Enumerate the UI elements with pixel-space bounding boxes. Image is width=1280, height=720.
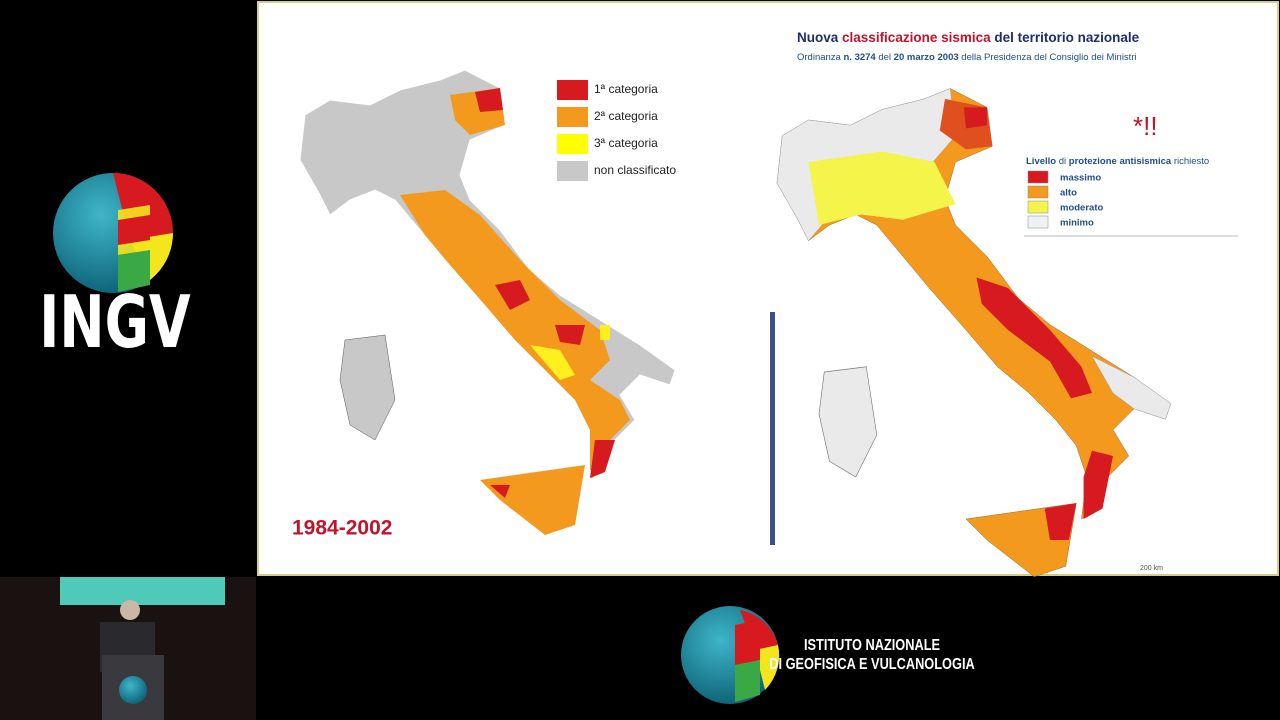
footer-line1: ISTITUTO NAZIONALE (804, 637, 940, 655)
logo-text: INGV (39, 281, 190, 365)
scale-label: 200 km (1140, 565, 1163, 572)
swatch (1027, 215, 1049, 229)
legend-title-part: di (1059, 156, 1066, 167)
legend-title-part: richiesto (1174, 156, 1209, 167)
annotation: *!! (1133, 111, 1158, 141)
legend-label: 3ª categoria (594, 136, 658, 150)
swatch (557, 134, 588, 154)
map-1984 (299, 69, 676, 535)
footer-line2: DI GEOFISICA E VULCANOLOGIA (769, 656, 975, 674)
subtitle-part: n. 3274 (843, 52, 876, 63)
period-label: 1984-2002 (292, 517, 392, 540)
swatch (1027, 170, 1049, 184)
webcam (0, 577, 256, 720)
subtitle-part: del (878, 52, 891, 63)
legend-label: non classificato (594, 163, 676, 177)
subtitle-part: 20 marzo 2003 (894, 52, 959, 63)
footer-logo (681, 606, 780, 704)
swatch (557, 161, 588, 181)
legend-label: 1ª categoria (594, 82, 658, 96)
legend-1984: 1ª categoria 2ª categoria 3ª categoria n… (557, 80, 676, 181)
legend-label: 2ª categoria (594, 109, 658, 123)
subtitle-part: Ordinanza (797, 52, 842, 63)
subtitle-part: della Presidenza del Consiglio dei Minis… (961, 52, 1136, 63)
legend-label: massimo (1060, 173, 1101, 184)
slide-subtitle: Ordinanza n. 3274 del 20 marzo 2003 dell… (797, 52, 1137, 63)
swatch (1027, 185, 1049, 199)
legend-label: alto (1060, 188, 1077, 199)
legend-title-part: protezione antisismica (1069, 156, 1172, 167)
sidebar-logo: INGV (39, 173, 191, 365)
title-part: Nuova (797, 30, 839, 45)
legend-label: moderato (1060, 203, 1103, 214)
swatch (1027, 200, 1049, 214)
legend-title-part: Livello (1026, 156, 1056, 167)
legend-title: Livello di protezione antisismica richie… (1026, 156, 1209, 167)
title-part: del territorio nazionale (994, 30, 1139, 45)
swatch (557, 80, 588, 100)
title-part: classificazione sismica (842, 30, 991, 45)
scale-bar (770, 312, 775, 545)
legend-2003: massimo alto moderato minimo (1024, 170, 1238, 237)
swatch (557, 107, 588, 127)
legend-label: minimo (1060, 218, 1094, 229)
slide-title: Nuova classificazione sismica del territ… (797, 30, 1140, 45)
map-2003 (776, 87, 1172, 578)
